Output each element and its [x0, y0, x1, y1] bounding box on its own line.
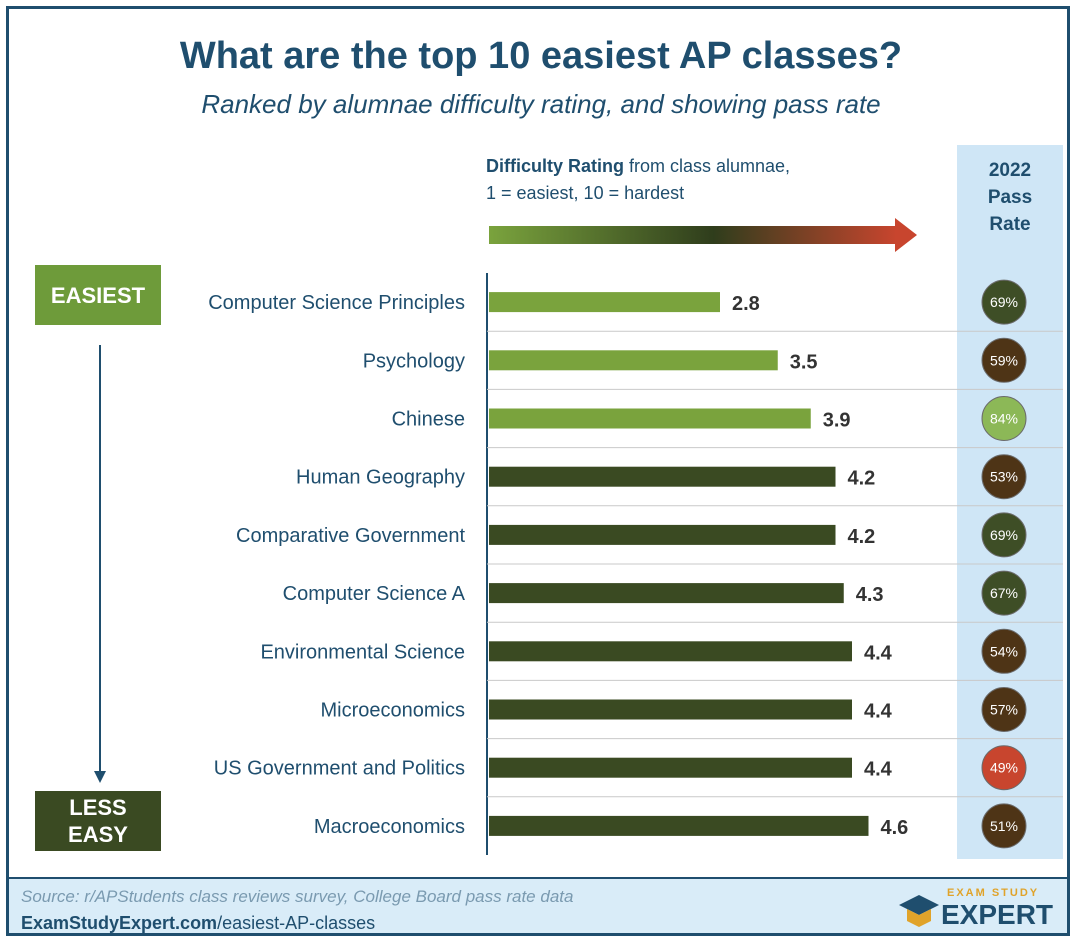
pass-rate-circle: [981, 745, 1027, 791]
category-label: Microeconomics: [321, 700, 465, 722]
less-easy-line: LESS: [69, 795, 127, 820]
category-label: Comparative Government: [236, 525, 465, 547]
category-label: Computer Science A: [283, 583, 466, 605]
legend-bold: Difficulty Rating: [486, 156, 624, 176]
down-arrow-icon: [94, 345, 106, 783]
pass-rate-circle: [981, 279, 1027, 325]
pass-rate-label: 53%: [990, 469, 1018, 485]
chart-subtitle: Ranked by alumnae difficulty rating, and…: [201, 89, 881, 119]
value-label: 4.6: [881, 817, 909, 839]
bar: [489, 292, 720, 313]
pass-rate-label: 51%: [990, 818, 1018, 834]
pass-header-line: 2022: [988, 160, 1032, 181]
value-label: 4.3: [856, 584, 884, 606]
pass-rate-circle: [981, 628, 1027, 674]
pass-rate-circle: [981, 396, 1027, 441]
logo-main-text: EXPERT: [941, 899, 1054, 930]
bar: [489, 466, 836, 487]
bar: [489, 583, 844, 604]
less-easy-tag: LESS EASY: [35, 791, 161, 851]
value-label: 4.4: [864, 642, 893, 664]
exam-study-expert-logo: EXAM STUDY EXPERT: [897, 885, 1067, 933]
pass-rate-label: 67%: [990, 585, 1018, 601]
logo-top-text: EXAM STUDY: [947, 887, 1040, 899]
easiest-tag: EASIEST: [35, 265, 161, 325]
bar: [489, 524, 836, 545]
site-domain: ExamStudyExpert.com: [21, 913, 218, 933]
site-link[interactable]: ExamStudyExpert.com/easiest-AP-classes: [21, 913, 376, 933]
pass-rate-label: 59%: [990, 352, 1018, 368]
category-label: Chinese: [392, 409, 465, 431]
value-label: 3.5: [790, 351, 818, 373]
chart-title: What are the top 10 easiest AP classes?: [179, 35, 903, 77]
pass-rate-label: 69%: [990, 294, 1018, 310]
pass-rate-circle: [981, 337, 1027, 383]
pass-rate-column: [957, 145, 1063, 859]
category-label: Human Geography: [296, 467, 465, 489]
pass-rate-label: 84%: [990, 411, 1018, 427]
bar-chart: Computer Science Principles 2.8 69% Psychol…: [208, 273, 1063, 855]
value-label: 3.9: [823, 410, 851, 432]
value-label: 2.8: [732, 293, 760, 315]
pass-rate-circle: [981, 803, 1027, 849]
site-path: /easiest-AP-classes: [217, 913, 376, 933]
value-label: 4.4: [864, 759, 893, 781]
difficulty-legend: Difficulty Rating from class alumnae, 1 …: [486, 153, 790, 207]
pass-rate-label: 54%: [990, 643, 1018, 659]
value-label: 4.2: [848, 468, 876, 490]
category-label: US Government and Politics: [214, 758, 465, 780]
bar: [489, 641, 852, 662]
pass-rate-circle: [981, 570, 1027, 616]
category-label: Macroeconomics: [314, 816, 465, 838]
bar: [489, 350, 778, 371]
pass-rate-circle: [981, 512, 1027, 558]
bar: [489, 815, 869, 836]
source-note: Source: r/APStudents class reviews surve…: [21, 887, 574, 906]
less-easy-line: EASY: [68, 822, 128, 847]
pass-rate-label: 57%: [990, 702, 1018, 718]
bar: [489, 699, 852, 720]
pass-header-line: Rate: [989, 214, 1031, 235]
difficulty-gradient-arrow: [489, 218, 917, 252]
category-label: Environmental Science: [260, 641, 465, 663]
pass-rate-circle: [981, 687, 1027, 732]
legend-scale: 1 = easiest, 10 = hardest: [486, 183, 685, 203]
bar: [489, 408, 811, 429]
graduation-cap-icon: [899, 895, 939, 927]
pass-header-line: Pass: [987, 187, 1033, 208]
pass-rate-header: 2022 Pass Rate: [957, 157, 1063, 238]
footer: Source: r/APStudents class reviews surve…: [9, 877, 1067, 933]
category-label: Psychology: [363, 350, 465, 372]
infographic-frame: What are the top 10 easiest AP classes? …: [6, 6, 1070, 936]
legend-rest: from class alumnae,: [624, 156, 791, 176]
pass-rate-label: 49%: [990, 760, 1018, 776]
pass-rate-label: 69%: [990, 527, 1018, 543]
bar: [489, 757, 852, 778]
value-label: 4.2: [848, 526, 876, 548]
pass-rate-circle: [981, 454, 1027, 500]
category-label: Computer Science Principles: [208, 292, 465, 314]
value-label: 4.4: [864, 701, 893, 723]
